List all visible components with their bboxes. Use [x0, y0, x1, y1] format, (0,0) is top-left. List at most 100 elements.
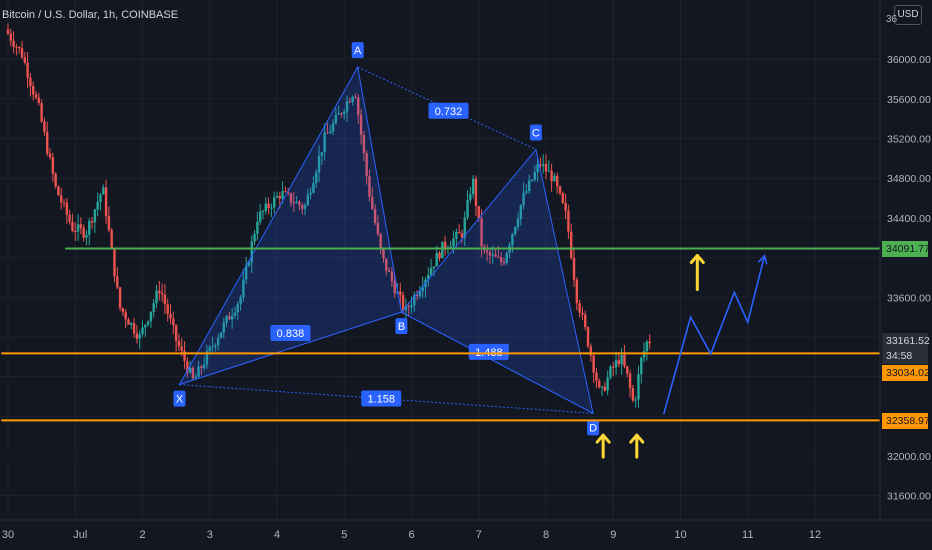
candle-body [558, 186, 562, 194]
candlestick-series [6, 23, 651, 408]
candle-body [306, 194, 310, 206]
pattern-point-c-box [529, 124, 542, 141]
pattern-bcd-triangle[interactable] [400, 148, 594, 415]
candle-body [48, 153, 52, 158]
candle-body [343, 111, 346, 115]
pattern-ratio-line[interactable] [179, 384, 594, 414]
candle-body [474, 178, 478, 207]
candle-body [460, 233, 464, 238]
candle-body [581, 312, 584, 315]
time-tick-label: 3 [207, 529, 213, 541]
candle-body [12, 40, 15, 47]
candle-body [331, 123, 335, 132]
candle-body [216, 338, 220, 346]
time-tick-label: 11 [742, 529, 753, 541]
candle-body [127, 319, 130, 325]
candle-body [284, 191, 287, 193]
candle-body [74, 230, 77, 232]
candle-body [595, 372, 598, 381]
price-tick-label: 34400.00 [887, 213, 931, 225]
candle-body [533, 172, 536, 180]
pattern-ratio-label-box [361, 390, 402, 407]
candle-body [90, 221, 94, 223]
candle-body [628, 373, 632, 389]
candle-body [429, 268, 433, 275]
candle-body [410, 305, 413, 308]
candle-body [567, 210, 570, 232]
candle-body [592, 355, 595, 373]
candle-body [20, 48, 24, 58]
candle-body [505, 253, 508, 264]
candle-body [51, 157, 55, 174]
candle-body [135, 333, 139, 339]
candle-body [480, 218, 483, 247]
candle-body [247, 262, 251, 266]
pattern-ratio-line[interactable] [401, 311, 594, 414]
candle-body [219, 332, 223, 339]
candle-body [443, 241, 447, 249]
currency-button[interactable]: USD [894, 5, 922, 25]
price-tick-label: 33600.00 [887, 292, 931, 304]
candle-body [54, 173, 57, 187]
candle-body [267, 203, 270, 209]
candle-body [485, 250, 489, 253]
time-tick-label: 5 [341, 529, 347, 541]
candle-body [303, 205, 307, 209]
candle-body [323, 132, 326, 153]
candle-body [76, 224, 80, 232]
price-tick-label: 35600.00 [887, 94, 931, 106]
candle-body [541, 164, 545, 166]
candle-body [413, 295, 416, 306]
candle-body [337, 113, 340, 115]
candle-body [525, 191, 528, 193]
pattern-ratio-line[interactable] [179, 311, 402, 386]
candle-body [354, 96, 357, 98]
candle-body [113, 247, 116, 277]
pattern-ratio-line[interactable] [357, 66, 537, 150]
candle-body [197, 366, 200, 378]
candle-body [62, 202, 66, 204]
candle-body [536, 164, 539, 173]
candle-body [71, 221, 74, 231]
time-axis[interactable]: 30 Jul 2 3 4 5 6 7 8 9 10 11 12 [0, 519, 932, 550]
candle-body [457, 231, 461, 234]
pattern-ratio-label: 0.732 [435, 106, 463, 118]
price-tick-label: 35200.00 [887, 134, 931, 146]
candle-body [345, 101, 349, 112]
projection-line[interactable] [662, 255, 766, 415]
candle-body [340, 113, 343, 115]
candle-body [606, 377, 609, 391]
candle-body [387, 270, 391, 272]
current-price-tag: 33161.52 [882, 333, 930, 349]
up-arrows[interactable] [595, 253, 705, 459]
horizontal-levels[interactable] [1, 247, 880, 422]
candle-body [421, 287, 424, 292]
candle-body [225, 316, 228, 323]
candle-body [519, 205, 522, 220]
candle-body [640, 357, 643, 375]
arrow-up-icon [689, 253, 705, 264]
pattern-ratio-label: 1.158 [367, 393, 395, 405]
candle-body [155, 290, 158, 304]
price-axis[interactable]: 31600.00 32000.00 33600.00 34400.00 34800.00… [879, 0, 932, 520]
time-tick-label: 7 [476, 529, 482, 541]
candle-body [401, 294, 405, 311]
pattern-point-a: A [354, 45, 362, 57]
candle-body [146, 321, 150, 325]
candle-body [626, 366, 629, 374]
candle-body [494, 254, 497, 257]
candle-body [404, 306, 408, 311]
candle-body [351, 96, 354, 103]
lower-support-price-tag: 32358.97 [882, 413, 930, 429]
pattern-point-c: C [532, 127, 540, 139]
candle-body [376, 222, 380, 235]
candle-body [609, 366, 612, 378]
candle-body [634, 399, 637, 401]
candle-body [102, 187, 105, 195]
projection-path[interactable] [662, 253, 768, 415]
candle-body [82, 227, 85, 238]
pattern-point-d-box [587, 419, 600, 436]
candle-body [631, 388, 635, 401]
